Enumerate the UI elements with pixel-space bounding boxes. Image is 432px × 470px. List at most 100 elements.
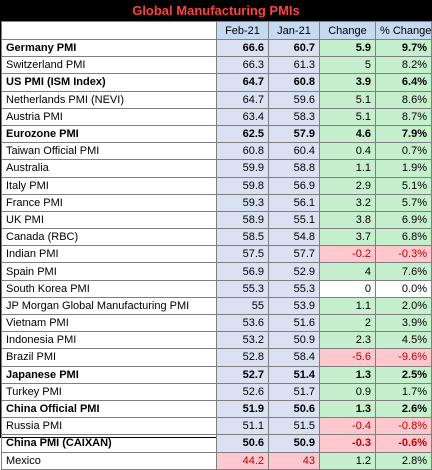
row-pct-change: -0.8% — [375, 417, 432, 436]
row-feb-value: 66.6 — [216, 38, 269, 58]
row-change: 1.3 — [319, 365, 376, 384]
row-jan-value: 56.1 — [268, 193, 320, 212]
row-change: 0.4 — [319, 142, 376, 161]
row-jan-value: 57.9 — [268, 124, 320, 144]
row-name: China Official PMI — [1, 399, 217, 419]
row-change: 0.9 — [319, 382, 376, 401]
row-pct-change: 6.9% — [375, 210, 432, 230]
table-row: Austria PMI 63.4 58.3 5.1 8.7% — [1, 107, 432, 126]
row-pct-change: -9.6% — [375, 348, 432, 367]
row-change: 0 — [319, 279, 376, 298]
row-pct-change: 2.5% — [375, 365, 432, 384]
header-row: Feb-21 Jan-21 Change % Change — [1, 21, 432, 40]
row-pct-change: 9.7% — [375, 38, 432, 58]
table-row: China Official PMI 51.9 50.6 1.3 2.6% — [1, 399, 432, 419]
row-change: -0.3 — [319, 434, 376, 453]
row-jan-value: 51.6 — [268, 313, 320, 333]
row-feb-value: 59.3 — [216, 193, 269, 212]
row-pct-change: 8.2% — [375, 56, 432, 75]
row-change: -5.6 — [319, 348, 376, 367]
header-name — [1, 21, 217, 40]
header-pct-change: % Change — [375, 21, 432, 40]
row-change: 3.7 — [319, 228, 376, 247]
table-row: France PMI 59.3 56.1 3.2 5.7% — [1, 193, 432, 212]
row-feb-value: 64.7 — [216, 90, 269, 109]
row-name: Italy PMI — [1, 176, 217, 195]
row-name: Netherlands PMI (NEVI) — [1, 90, 217, 109]
row-name: China PMI (CAIXAN) — [1, 434, 217, 453]
row-feb-value: 58.5 — [216, 228, 269, 247]
header-jan: Jan-21 — [268, 21, 320, 40]
row-feb-value: 52.7 — [216, 365, 269, 384]
table-row: UK PMI 58.9 55.1 3.8 6.9% — [1, 210, 432, 230]
row-jan-value: 52.9 — [268, 262, 320, 281]
row-jan-value: 54.8 — [268, 228, 320, 247]
row-change: 1.3 — [319, 399, 376, 419]
row-feb-value: 63.4 — [216, 107, 269, 126]
row-pct-change: 7.9% — [375, 124, 432, 144]
table-row: Canada (RBC) 58.5 54.8 3.7 6.8% — [1, 228, 432, 247]
row-name: UK PMI — [1, 210, 217, 230]
row-jan-value: 43 — [268, 451, 320, 470]
table-row: Netherlands PMI (NEVI) 64.7 59.6 5.1 8.6% — [1, 90, 432, 109]
row-jan-value: 50.9 — [268, 434, 320, 453]
row-name: Brazil PMI — [1, 348, 217, 367]
row-name: Mexico — [1, 451, 217, 470]
table-row: Switzerland PMI 66.3 61.3 5 8.2% — [1, 56, 432, 75]
row-name: Eurozone PMI — [1, 124, 217, 144]
row-pct-change: -0.3% — [375, 245, 432, 264]
row-pct-change: 1.7% — [375, 382, 432, 401]
table-row: JP Morgan Global Manufacturing PMI 55 53.9… — [1, 296, 432, 316]
row-feb-value: 53.2 — [216, 331, 269, 350]
table-title: Global Manufacturing PMIs — [1, 1, 431, 21]
row-jan-value: 56.9 — [268, 176, 320, 195]
row-feb-value: 60.8 — [216, 142, 269, 161]
row-name: Australia — [1, 159, 217, 178]
row-feb-value: 58.9 — [216, 210, 269, 230]
row-jan-value: 60.7 — [268, 38, 320, 58]
table-row: Vietnam PMI 53.6 51.6 2 3.9% — [1, 313, 432, 333]
row-name: Vietnam PMI — [1, 313, 217, 333]
pmi-table: Feb-21 Jan-21 Change % Change Germany PM… — [1, 21, 432, 470]
row-name: Austria PMI — [1, 107, 217, 126]
row-jan-value: 58.4 — [268, 348, 320, 367]
row-feb-value: 62.5 — [216, 124, 269, 144]
row-change: 5.1 — [319, 107, 376, 126]
row-jan-value: 57.7 — [268, 245, 320, 264]
table-row: Russia PMI 51.1 51.5 -0.4 -0.8% — [1, 417, 432, 436]
row-change: -0.2 — [319, 245, 376, 264]
row-name: JP Morgan Global Manufacturing PMI — [1, 296, 217, 316]
row-change: 2.3 — [319, 331, 376, 350]
table-row: Germany PMI 66.6 60.7 5.9 9.7% — [1, 38, 432, 58]
row-jan-value: 51.5 — [268, 417, 320, 436]
table-row: Mexico 44.2 43 1.2 2.8% — [1, 451, 432, 470]
row-jan-value: 55.1 — [268, 210, 320, 230]
table-row: China PMI (CAIXAN) 50.6 50.9 -0.3 -0.6% — [1, 434, 432, 453]
row-pct-change: 1.9% — [375, 159, 432, 178]
row-pct-change: 4.5% — [375, 331, 432, 350]
table-row: Eurozone PMI 62.5 57.9 4.6 7.9% — [1, 124, 432, 144]
row-feb-value: 52.6 — [216, 382, 269, 401]
row-feb-value: 51.1 — [216, 417, 269, 436]
row-feb-value: 55.3 — [216, 279, 269, 298]
row-name: US PMI (ISM Index) — [1, 73, 217, 92]
row-feb-value: 51.9 — [216, 399, 269, 419]
row-jan-value: 55.3 — [268, 279, 320, 298]
row-change: 2 — [319, 313, 376, 333]
row-change: 4.6 — [319, 124, 376, 144]
table-row: South Korea PMI 55.3 55.3 0 0.0% — [1, 279, 432, 298]
row-jan-value: 61.3 — [268, 56, 320, 75]
row-pct-change: 7.6% — [375, 262, 432, 281]
row-jan-value: 60.4 — [268, 142, 320, 161]
row-change: -0.4 — [319, 417, 376, 436]
header-change: Change — [319, 21, 376, 40]
row-feb-value: 59.8 — [216, 176, 269, 195]
row-pct-change: 8.6% — [375, 90, 432, 109]
row-pct-change: 2.6% — [375, 399, 432, 419]
row-pct-change: -0.6% — [375, 434, 432, 453]
row-feb-value: 66.3 — [216, 56, 269, 75]
table-row: Turkey PMI 52.6 51.7 0.9 1.7% — [1, 382, 432, 401]
row-name: South Korea PMI — [1, 279, 217, 298]
row-jan-value: 51.7 — [268, 382, 320, 401]
row-name: Indian PMI — [1, 245, 217, 264]
